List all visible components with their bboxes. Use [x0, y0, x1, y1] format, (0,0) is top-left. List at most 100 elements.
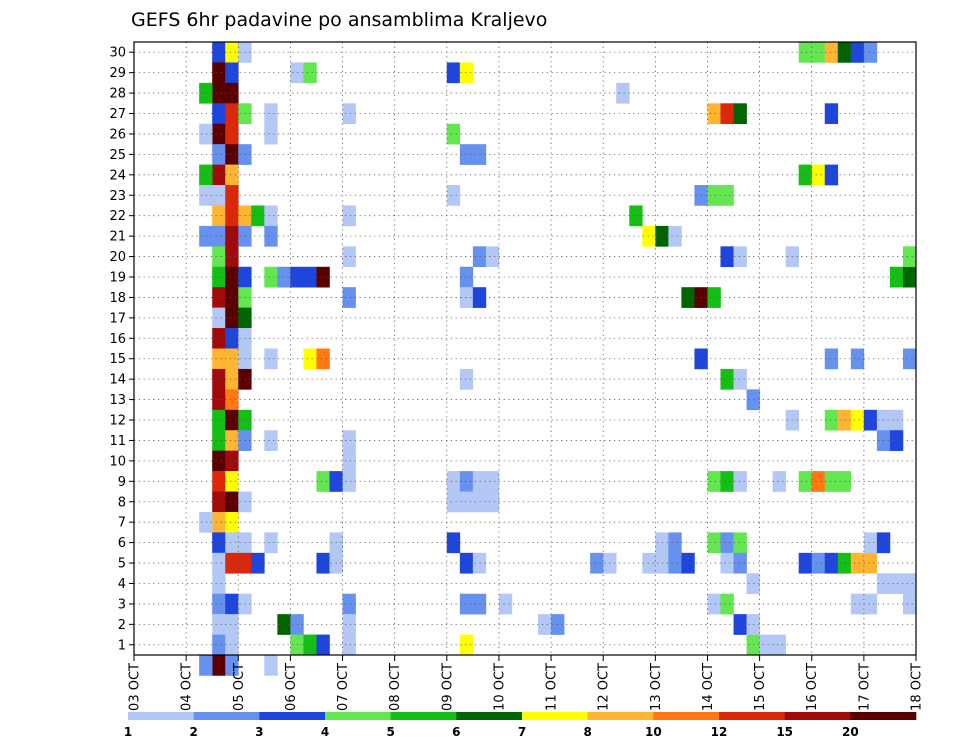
x-tick-label: 03 OCT [128, 663, 143, 711]
heatmap-cell [446, 62, 461, 84]
heatmap-cell [316, 266, 330, 288]
x-tick-label: 04 OCT [180, 663, 195, 711]
heatmap-cell [889, 430, 904, 451]
heatmap-cell [342, 246, 356, 268]
colorbar-swatch [456, 712, 523, 720]
heatmap-cell [798, 164, 813, 186]
heatmap-cells [199, 42, 917, 676]
heatmap-cell [225, 103, 239, 125]
heatmap-cell [342, 593, 356, 615]
x-axis: 03 OCT 04 OCT 05 OCT 06 OCT 07 OCT 08 OCT 09 O… [128, 655, 925, 711]
colorbar-label: 1 [124, 725, 132, 739]
y-tick-label: 27 [109, 107, 126, 122]
colorbar-swatch [587, 712, 654, 720]
heatmap-cell [212, 246, 226, 268]
heatmap-cell [485, 491, 500, 513]
heatmap-cell [290, 266, 304, 288]
heatmap-cell [225, 491, 239, 513]
y-tick-label: 23 [109, 189, 126, 204]
heatmap-cell [225, 450, 239, 472]
heatmap-cell [212, 409, 226, 431]
heatmap-cell [459, 471, 474, 492]
heatmap-cell [264, 123, 278, 145]
x-tick-label: 09 OCT [440, 663, 455, 711]
y-tick-label: 4 [118, 577, 126, 592]
heatmap-cell [824, 348, 839, 370]
y-tick-label: 5 [118, 557, 126, 572]
heatmap-cell [212, 491, 226, 513]
heatmap-cell [902, 348, 917, 370]
heatmap-cell [551, 614, 565, 635]
heatmap-cell [642, 225, 656, 247]
heatmap-cell [863, 42, 878, 63]
colorbar-swatch [850, 712, 917, 720]
heatmap-cell [902, 266, 917, 288]
heatmap-cell [290, 614, 304, 635]
heatmap-cell [720, 471, 734, 492]
heatmap-cell [212, 185, 226, 206]
heatmap-cell [225, 62, 239, 84]
heatmap-cell [225, 368, 239, 390]
y-tick-label: 21 [109, 230, 126, 245]
heatmap-cell [225, 655, 239, 676]
heatmap-cell [342, 287, 356, 308]
x-tick-label: 07 OCT [336, 663, 351, 711]
heatmap-cell [212, 62, 226, 84]
heatmap-cell [199, 123, 213, 145]
y-tick-label: 18 [109, 291, 126, 306]
colorbar-label: 2 [189, 725, 197, 739]
heatmap-cell [225, 205, 239, 227]
heatmap-cell [199, 511, 213, 533]
heatmap-cell [459, 634, 474, 656]
heatmap-cell [733, 246, 747, 268]
heatmap-cell [824, 409, 839, 431]
heatmap-cell [863, 552, 878, 574]
heatmap-cell [342, 103, 356, 125]
heatmap-cell [498, 593, 513, 615]
heatmap-cell [485, 246, 500, 268]
y-tick-label: 24 [109, 168, 126, 183]
heatmap-cell [212, 103, 226, 125]
colorbar-label: 20 [842, 725, 859, 739]
heatmap-cell [811, 471, 826, 492]
colorbar-label: 5 [386, 725, 394, 739]
x-tick-label: 12 OCT [597, 663, 612, 711]
x-tick-label: 17 OCT [857, 663, 872, 711]
heatmap-cell [342, 205, 356, 227]
heatmap-cell [811, 42, 826, 63]
y-tick-label: 9 [118, 475, 126, 490]
heatmap-cell [733, 103, 747, 125]
colorbar-swatch [193, 712, 260, 720]
y-tick-label: 25 [109, 148, 126, 163]
heatmap-cell [212, 266, 226, 288]
heatmap-cell [212, 532, 226, 554]
heatmap-cell [733, 614, 747, 635]
y-tick-label: 3 [118, 597, 126, 612]
heatmap-cell [212, 552, 226, 574]
y-tick-label: 26 [109, 127, 126, 142]
heatmap-cell [459, 266, 474, 288]
colorbar-label: 8 [583, 725, 591, 739]
heatmap-cell [472, 144, 487, 165]
x-tick-label: 11 OCT [545, 663, 560, 711]
heatmap-cell [472, 471, 487, 492]
heatmap-cell [850, 42, 865, 63]
heatmap-cell [811, 164, 826, 186]
plot-frame [133, 41, 917, 656]
heatmap-cell [212, 82, 226, 104]
heatmap-cell [199, 655, 213, 676]
heatmap-cell [212, 634, 226, 656]
heatmap-cell [225, 409, 239, 431]
heatmap-cell [850, 409, 865, 431]
heatmap-cell [902, 246, 917, 268]
heatmap-cell [681, 287, 695, 308]
heatmap-cell [446, 471, 461, 492]
heatmap-cell [277, 266, 291, 288]
heatmap-cell [446, 123, 461, 145]
colorbar-swatch [325, 712, 391, 720]
heatmap-cell [707, 287, 721, 308]
heatmap-cell [642, 552, 656, 574]
heatmap-cell [212, 348, 226, 370]
heatmap-cell [759, 634, 773, 656]
colorbar-swatch [128, 712, 194, 720]
